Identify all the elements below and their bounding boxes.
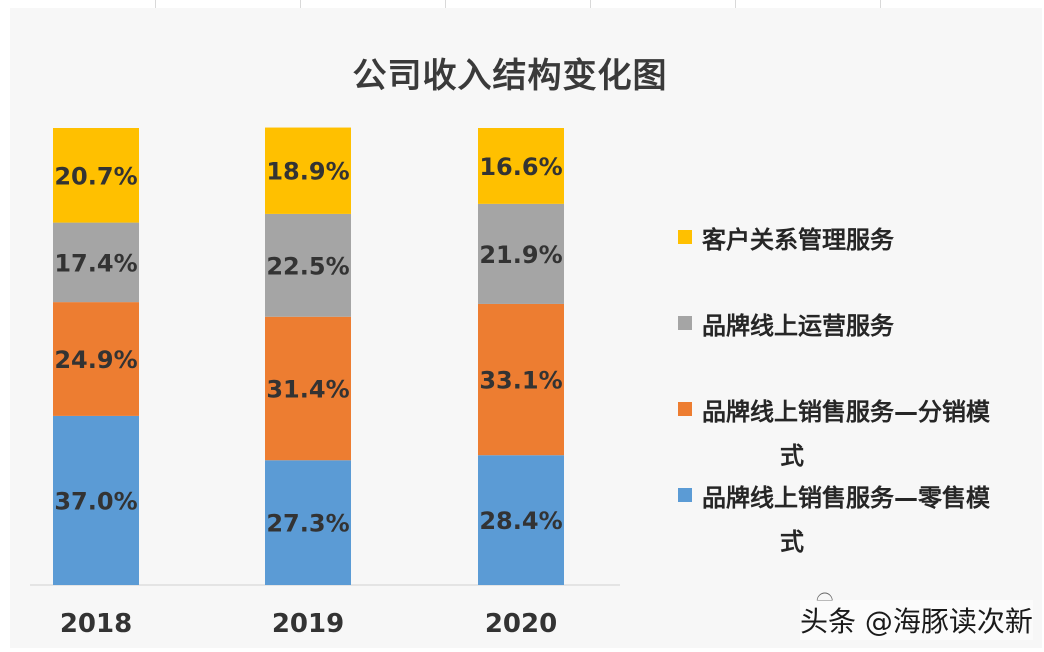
- bar-segment-2018-2[interactable]: [53, 222, 139, 303]
- bar-segment-2018-1[interactable]: [53, 302, 139, 416]
- legend-label: 品牌线上销售服务—零售模 式: [702, 476, 1032, 564]
- bar-segment-2020-1[interactable]: [478, 303, 564, 456]
- data-label-2019-0: 27.3%: [266, 510, 349, 538]
- x-tick-label-2018: 2018: [60, 609, 132, 639]
- bar-segment-2018-0[interactable]: [53, 415, 139, 585]
- legend-swatch-orange: [678, 402, 692, 416]
- bar-segment-2020-2[interactable]: [478, 203, 564, 304]
- legend-label-line2: 式: [780, 528, 804, 556]
- data-label-2018-0: 37.0%: [54, 487, 137, 515]
- legend-swatch-blue: [678, 488, 692, 502]
- data-label-2018-1: 24.9%: [54, 346, 137, 374]
- bar-segment-2020-0[interactable]: [478, 455, 564, 585]
- x-tick-label-2020: 2020: [485, 609, 557, 639]
- data-label-2019-1: 31.4%: [266, 375, 349, 403]
- legend-label: 客户关系管理服务: [702, 226, 894, 254]
- spreadsheet-gridlines: [0, 0, 1044, 10]
- data-label-2020-0: 28.4%: [479, 507, 562, 535]
- bar-segment-2018-3[interactable]: [53, 128, 139, 223]
- legend-swatch-yellow: [678, 230, 692, 244]
- legend-label: 品牌线上运营服务: [702, 312, 894, 340]
- legend-label-line1: 品牌线上销售服务—零售模: [702, 484, 990, 512]
- bar-segment-2019-3[interactable]: [265, 127, 351, 214]
- data-label-2019-2: 22.5%: [266, 252, 349, 280]
- bar-segment-2019-0[interactable]: [265, 460, 351, 585]
- legend-swatch-gray: [678, 316, 692, 330]
- x-tick-label-2019: 2019: [272, 609, 344, 639]
- legend-label: 品牌线上销售服务—分销模 式: [702, 390, 1032, 478]
- bar-segment-2019-1[interactable]: [265, 316, 351, 461]
- data-label-2019-3: 18.9%: [266, 158, 349, 186]
- chart-title: 公司收入结构变化图: [352, 56, 668, 96]
- bar-segment-2020-3[interactable]: [478, 128, 564, 204]
- legend-label-line1: 品牌线上销售服务—分销模: [702, 398, 990, 426]
- chart-area[interactable]: 公司收入结构变化图 37.0% 24.9% 17.4% 20.7% 2018 27.3% 3…: [10, 8, 1042, 648]
- legend-label-line2: 式: [780, 442, 804, 470]
- data-label-2018-3: 20.7%: [54, 162, 137, 190]
- watermark: 头条 @海豚读次新: [800, 600, 1033, 640]
- data-label-2020-3: 16.6%: [479, 153, 562, 181]
- data-label-2020-1: 33.1%: [479, 367, 562, 395]
- data-label-2018-2: 17.4%: [54, 249, 137, 277]
- plot-area: 37.0% 24.9% 17.4% 20.7% 2018 27.3% 31.4% 22.5% 1…: [30, 127, 620, 639]
- data-label-2020-2: 21.9%: [479, 241, 562, 269]
- bar-segment-2019-2[interactable]: [265, 213, 351, 317]
